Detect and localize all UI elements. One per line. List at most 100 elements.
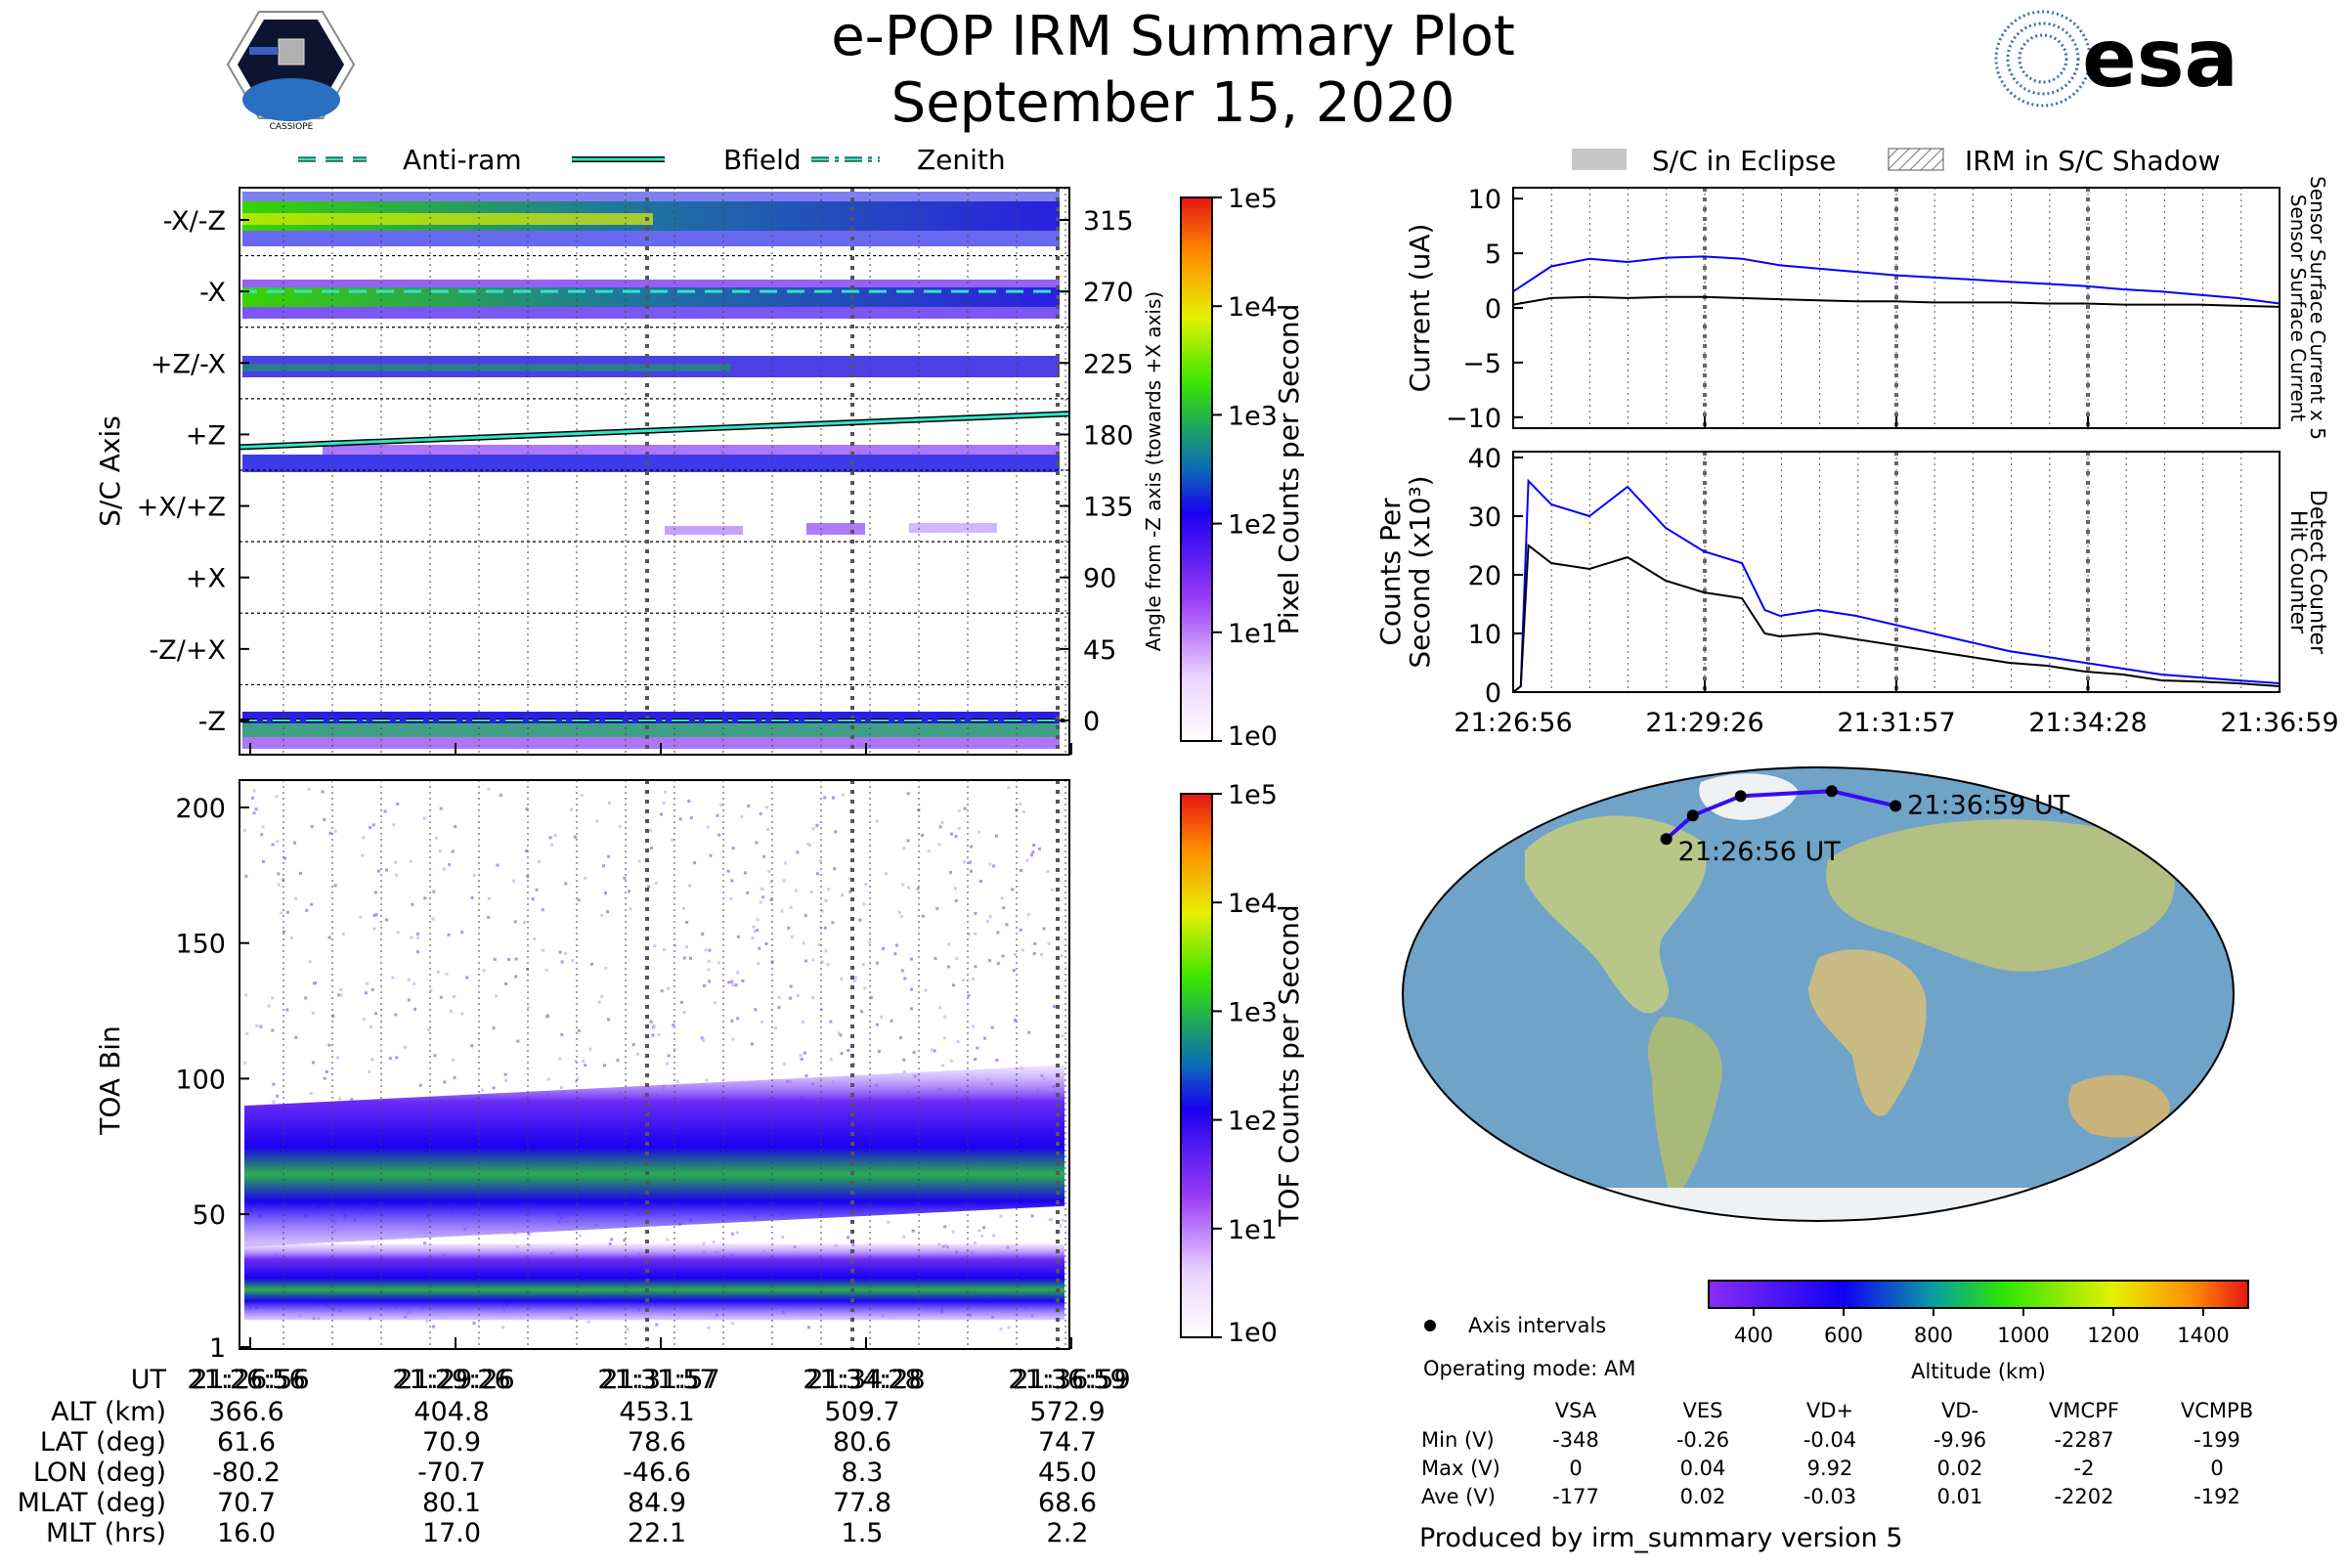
y-tick-label: 30 [1468,502,1501,533]
counts-panel: 40 30 20 10 021:26:56 21:29:26 21:31:57 21:34:2… [1374,444,2339,738]
angle-tick-label: 225 [1083,349,1134,379]
tof-noise-point [837,1031,841,1035]
counts-ylabel-line2: Second (x10³) [1404,475,1436,668]
tof-noise-point [495,994,499,998]
tof-noise-point [664,790,668,794]
tof-noise-point [454,825,457,829]
tof-noise-point [809,891,813,894]
ut-tick-label: 21:31:57 [601,1365,719,1395]
tof-noise-point [460,1012,464,1016]
tof-noise-point [321,790,325,794]
tof-noise-point [314,981,318,985]
earth-limb-icon [242,78,340,121]
orbit-track-point [1890,800,1902,812]
tof-noise-point [801,1021,804,1024]
angle-tick-label: 90 [1083,564,1116,594]
tof-noise-point [423,896,427,900]
page-title: e-POP IRM Summary Plot [831,5,1515,68]
tof-noise-point [954,835,958,839]
tof-noise-point [741,979,745,982]
tof-noise-point [608,802,612,806]
tof-noise-point [862,902,866,906]
tof-noise-point [687,799,691,803]
colorbar-tick-label: 1e3 [1228,401,1278,431]
tof-noise-point [422,816,426,820]
tof-noise-point [847,1236,850,1240]
orbit-track-point [1734,790,1747,803]
tof-noise-point [276,839,280,843]
tof-noise-point [757,961,760,965]
tof-noise-point [824,898,828,902]
tof-noise-point [525,806,529,810]
tof-noise-point [576,1076,580,1080]
altitude-tick-label: 400 [1734,1324,1773,1347]
tof-noise-point [364,991,368,995]
tof-noise-point [852,980,856,983]
tof-noise-point [811,958,815,962]
ephemeris-cell: 21:31:57 [597,1365,716,1395]
voltage-cell: 0.04 [1680,1457,1726,1480]
tof-noise-point [730,879,734,883]
tof-noise-point [1007,1326,1011,1329]
tof-noise-point [527,1232,531,1236]
ut-tick-label: 21:34:28 [806,1365,925,1395]
tof-noise-point [361,853,365,857]
tof-noise-point [826,963,830,967]
tof-noise-point [294,1035,298,1039]
ut-tick-label: 21:26:56 [191,1365,309,1395]
tof-noise-point [503,1072,507,1076]
tof-noise-point [626,1327,630,1330]
tof-noise-point [747,805,751,808]
tof-noise-point [688,884,692,888]
toa-tick-label: 50 [193,1200,226,1231]
ephemeris-cell: 404.8 [413,1397,489,1427]
tof-noise-point [628,890,631,893]
tof-noise-point [807,1326,811,1329]
tof-noise-point [453,1075,456,1079]
tof-noise-point [323,817,326,821]
tof-noise-point [996,962,1000,966]
tof-noise-point [659,812,663,816]
tof-noise-point [1002,906,1006,910]
tof-noise-point [260,833,264,837]
tof-noise-point [829,1020,833,1024]
tof-noise-point [434,836,438,840]
tof-noise-point [433,1054,437,1058]
tof-noise-point [743,871,747,875]
tof-noise-point [299,871,303,875]
tof-noise-point [337,993,341,997]
tof-noise-point [651,1033,655,1037]
footer: Produced by irm_summary version 5 [1419,1523,1903,1553]
tof-noise-point [1019,928,1022,932]
tof-noise-point [276,1094,280,1098]
tof-noise-point [589,962,593,966]
tof-noise-point [431,917,435,921]
tof-noise-point [472,873,476,877]
tof-noise-point [271,1028,275,1032]
tof-noise-point [796,993,800,997]
tof-noise-point [285,910,289,914]
tof-noise-point [788,996,792,1000]
tof-noise-point [481,1088,485,1092]
tof-noise-point [735,1231,739,1235]
tof-noise-point [1012,969,1016,973]
tof-noise-point [902,847,906,850]
tof-noise-point [817,943,821,947]
tof-noise-point [439,995,443,999]
tof-noise-point [338,1097,342,1101]
tof-noise-point [267,1004,271,1008]
angle-tick-label: 45 [1083,635,1116,666]
tof-noise-point [689,816,693,820]
tof-noise-point [898,1036,902,1040]
time-tick-label: 21:29:26 [1645,708,1763,738]
tof-colorbar: 1e5 1e4 1e3 1e2 1e1 1e0 TOF Counts per Second [1180,780,1305,1348]
tof-noise-point [583,876,586,880]
tof-noise-point [550,843,554,847]
tof-noise-point [909,957,913,961]
shadow-legend-label: IRM in S/C Shadow [1965,145,2220,177]
tof-noise-point [811,826,815,830]
tof-noise-point [719,803,723,806]
tof-noise-point [833,867,837,871]
tof-noise-point [909,987,913,991]
tof-noise-point [501,1326,505,1329]
